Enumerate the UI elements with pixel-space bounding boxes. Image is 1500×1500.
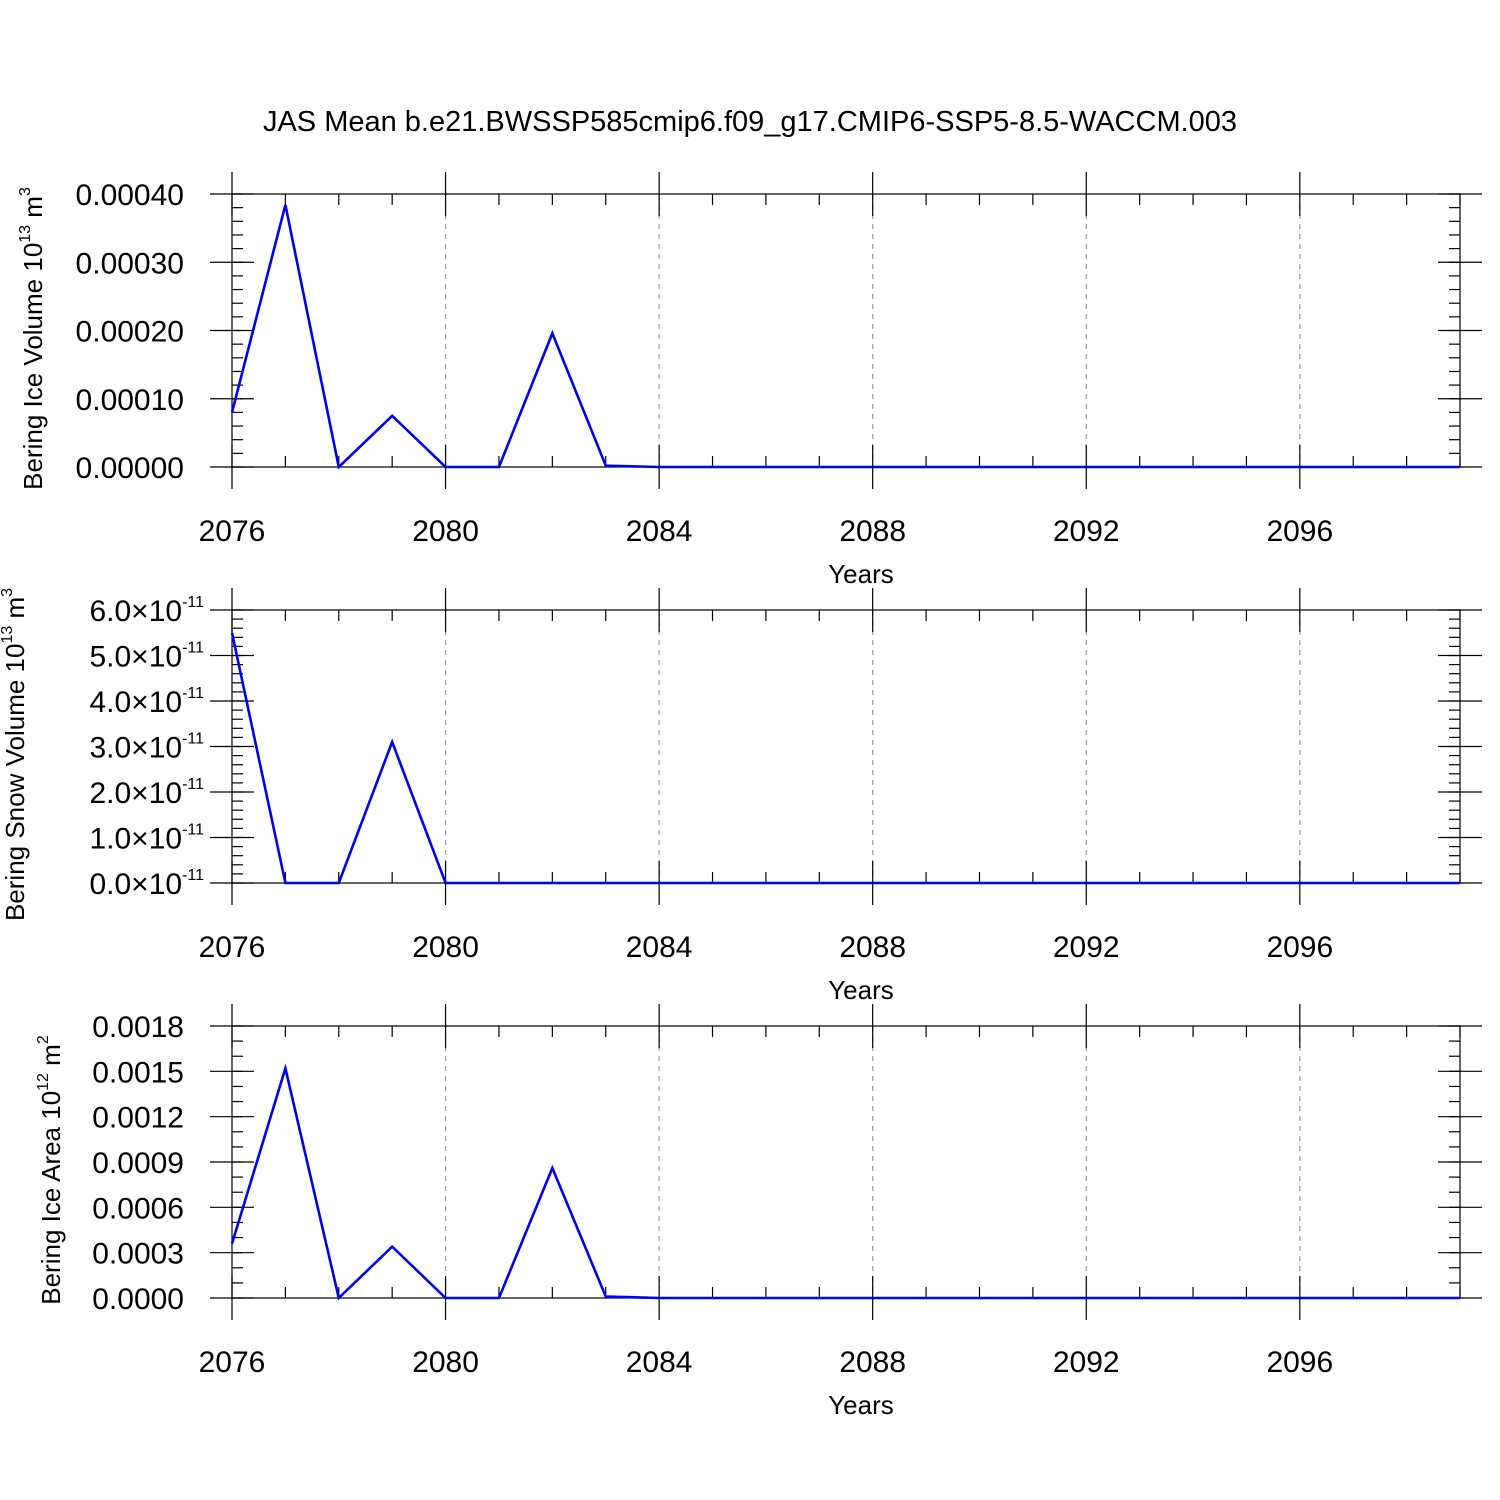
- y-ticks: [210, 1025, 1482, 1299]
- y-tick-label: 6.0×10-11: [89, 594, 204, 628]
- x-tick-label: 2084: [626, 931, 693, 964]
- x-tick-label: 2080: [412, 1346, 479, 1379]
- x-tick-label: 2080: [412, 931, 479, 964]
- plot-frame: [231, 193, 1461, 468]
- plot-frame: [231, 1025, 1461, 1299]
- y-tick-label: 0.00010: [76, 384, 184, 417]
- y-tick-label: 0.00030: [76, 247, 184, 280]
- y-tick-label: 0.0×10-11: [89, 867, 204, 901]
- y-tick-label: 1.0×10-11: [89, 822, 204, 856]
- y-axis-label: Bering Snow Volume 1013 m3: [0, 588, 30, 921]
- x-tick-label: 2080: [412, 515, 479, 548]
- x-ticks: [231, 588, 1461, 905]
- x-tick-label: 2092: [1053, 1346, 1120, 1379]
- y-tick-label: 4.0×10-11: [89, 685, 204, 719]
- y-ticks: [210, 193, 1482, 468]
- series-line: [230, 1063, 1460, 1301]
- series-points: [231, 204, 1461, 468]
- x-tick-label: 2088: [839, 515, 906, 548]
- x-ticks: [231, 1004, 1461, 1320]
- x-tick-label: 2096: [1266, 515, 1333, 548]
- x-axis-label: Years: [828, 1390, 894, 1420]
- y-tick-label: 3.0×10-11: [89, 731, 204, 765]
- x-tick-label: 2092: [1053, 515, 1120, 548]
- x-axis-label: Years: [828, 559, 894, 589]
- panel-3: 2076 2080 2084 2088 2092 2096 0.0000 0.0003 0.00…: [35, 1004, 1482, 1420]
- x-ticks: [231, 172, 1461, 489]
- y-tick-label: 0.0018: [92, 1011, 184, 1044]
- x-tick-label: 2076: [199, 931, 266, 964]
- x-tick-label: 2076: [199, 1346, 266, 1379]
- plot-frame: [231, 609, 1461, 884]
- y-tick-label: 5.0×10-11: [89, 640, 204, 674]
- x-tick-label: 2096: [1266, 931, 1333, 964]
- panel-1: 2076 2080 2084 2088 2092 2096 0.00000 0.00010 0.…: [17, 172, 1482, 589]
- y-tick-label: 0.00020: [76, 316, 184, 349]
- y-tick-label: 0.0003: [92, 1238, 184, 1271]
- y-ticks: [210, 609, 1482, 884]
- x-tick-label: 2088: [839, 931, 906, 964]
- panel-2: 2076 2080 2084 2088 2092 2096 0.0×10-11 1.0×10-…: [0, 588, 1482, 1005]
- x-tick-label: 2084: [626, 515, 693, 548]
- x-tick-label: 2096: [1266, 1346, 1333, 1379]
- series-line: [230, 204, 1460, 470]
- figure-title: JAS Mean b.e21.BWSSP585cmip6.f09_g17.CMI…: [263, 106, 1237, 138]
- x-tick-label: 2076: [199, 515, 266, 548]
- y-tick-label: 0.00000: [76, 452, 184, 485]
- y-tick-label: 0.0012: [92, 1102, 184, 1135]
- y-tick-label: 0.0006: [92, 1192, 184, 1225]
- y-tick-label: 2.0×10-11: [89, 776, 204, 810]
- series-points: [231, 632, 1461, 884]
- y-tick-label: 0.0009: [92, 1147, 184, 1180]
- y-axis-label: Bering Ice Volume 1013 m3: [17, 187, 48, 490]
- y-tick-label: 0.0000: [92, 1283, 184, 1316]
- x-axis-label: Years: [828, 975, 894, 1005]
- x-tick-label: 2084: [626, 1346, 693, 1379]
- series-line: [230, 632, 1460, 885]
- y-tick-label: 0.0015: [92, 1056, 184, 1089]
- series-points: [231, 1068, 1461, 1299]
- x-tick-label: 2088: [839, 1346, 906, 1379]
- x-tick-label: 2092: [1053, 931, 1120, 964]
- y-tick-label: 0.00040: [76, 179, 184, 212]
- y-axis-label: Bering Ice Area 1012 m2: [35, 1035, 66, 1305]
